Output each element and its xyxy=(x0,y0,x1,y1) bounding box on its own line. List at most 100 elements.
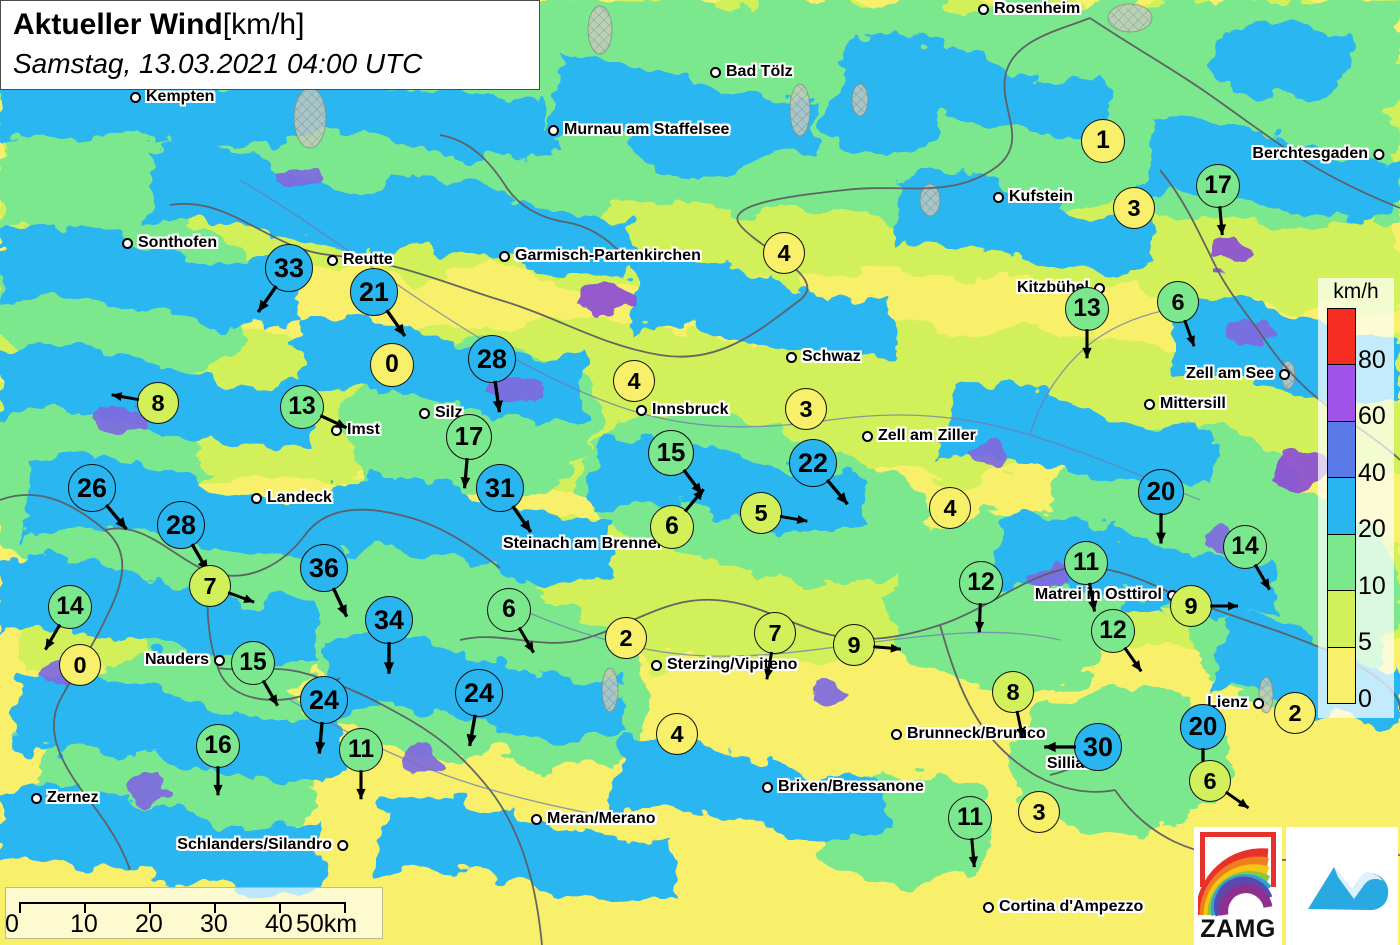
wind-station-marker[interactable]: 3 xyxy=(1018,791,1060,833)
wind-direction-arrow xyxy=(466,714,477,747)
city-name: Meran/Merano xyxy=(547,810,656,827)
wind-station-marker[interactable]: 28 xyxy=(157,501,210,573)
scale-tick-0 xyxy=(19,902,21,913)
wind-station-marker[interactable]: 15 xyxy=(648,430,704,496)
city-label: Schwaz xyxy=(786,348,861,366)
wind-station-marker[interactable]: 34 xyxy=(365,596,413,674)
wind-station-marker[interactable]: 36 xyxy=(300,544,349,618)
city-name: Matrei in Osttirol xyxy=(1034,586,1162,603)
wind-direction-arrow xyxy=(974,603,985,633)
wind-station-marker[interactable]: 6 xyxy=(650,488,705,549)
wind-speed-value: 7 xyxy=(189,565,231,607)
title-box: Aktueller Wind[km/h] Samstag, 13.03.2021… xyxy=(0,0,540,90)
wind-station-marker[interactable]: 4 xyxy=(763,232,805,274)
wind-station-marker[interactable]: 30 xyxy=(1044,723,1122,771)
wind-station-marker[interactable]: 4 xyxy=(656,713,698,755)
city-label: Sonthofen xyxy=(122,234,217,252)
city-label: Zernez xyxy=(31,789,99,807)
title-datetime: Samstag, 13.03.2021 04:00 UTC xyxy=(13,48,423,79)
city-name: Brixen/Bressanone xyxy=(778,778,924,795)
wind-station-marker[interactable]: 2 xyxy=(605,617,647,659)
wind-direction-arrow xyxy=(1044,741,1076,753)
wind-station-marker[interactable]: 26 xyxy=(68,464,128,531)
wind-speed-value: 7 xyxy=(754,612,796,654)
wind-station-marker[interactable]: 8 xyxy=(992,671,1034,739)
wind-station-marker[interactable]: 28 xyxy=(468,335,516,413)
city-marker-dot xyxy=(327,254,338,266)
wind-station-marker[interactable]: 4 xyxy=(613,360,655,402)
legend-unit-label: km/h xyxy=(1333,280,1379,303)
wind-station-marker[interactable]: 15 xyxy=(231,641,279,707)
wind-speed-value: 28 xyxy=(468,335,516,383)
wind-station-marker[interactable]: 33 xyxy=(256,244,313,314)
city-name: Kitzbühel xyxy=(1017,279,1089,296)
wind-direction-arrow xyxy=(1156,513,1166,544)
wind-direction-arrow xyxy=(1123,646,1143,673)
wind-station-marker[interactable]: 5 xyxy=(740,492,808,534)
scale-label-4: 40 xyxy=(265,910,293,938)
city-name: Steinach am Brenner xyxy=(502,535,664,552)
wind-direction-arrow xyxy=(1224,790,1250,810)
wind-direction-arrow xyxy=(873,643,901,653)
wind-station-marker[interactable]: 24 xyxy=(300,676,348,754)
wind-station-marker[interactable]: 6 xyxy=(1189,760,1250,810)
wind-station-marker[interactable]: 0 xyxy=(370,343,414,387)
wind-station-marker[interactable]: 4 xyxy=(929,487,971,529)
wind-speed-value: 20 xyxy=(1180,704,1226,750)
wind-station-marker[interactable]: 14 xyxy=(44,585,92,651)
wind-station-marker[interactable]: 12 xyxy=(959,561,1003,633)
city-label: Kempten xyxy=(130,88,214,106)
wind-station-marker[interactable]: 11 xyxy=(339,728,383,800)
wind-direction-arrow xyxy=(315,721,326,754)
wind-station-marker[interactable]: 11 xyxy=(948,796,992,868)
wind-station-marker[interactable]: 24 xyxy=(455,669,503,747)
wind-station-marker[interactable]: 6 xyxy=(1157,281,1199,347)
wind-speed-value: 3 xyxy=(1018,791,1060,833)
city-label: Brunneck/Brunico xyxy=(891,725,1046,743)
legend-tick-40: 40 xyxy=(1358,458,1386,487)
wind-direction-arrow xyxy=(356,770,366,800)
wind-direction-arrow xyxy=(104,503,128,531)
wind-direction-arrow xyxy=(779,514,808,524)
city-marker-dot xyxy=(891,728,902,740)
legend-band-10 xyxy=(1328,534,1355,592)
color-legend: km/h 80 60 40 20 10 5 0 xyxy=(1318,278,1394,718)
wind-station-marker[interactable]: 13 xyxy=(1065,287,1109,359)
city-marker-dot xyxy=(1144,398,1155,410)
wind-station-marker[interactable]: 17 xyxy=(1196,164,1240,236)
wind-station-marker[interactable]: 1 xyxy=(1081,119,1125,163)
wind-station-marker[interactable]: 3 xyxy=(1113,187,1155,229)
wind-station-marker[interactable]: 0 xyxy=(59,644,101,686)
wind-station-marker[interactable]: 20 xyxy=(1138,469,1184,544)
wind-station-marker[interactable]: 9 xyxy=(1170,585,1239,627)
wind-station-marker[interactable]: 22 xyxy=(789,439,849,506)
wind-station-marker[interactable]: 14 xyxy=(1223,525,1271,591)
wind-direction-arrow xyxy=(256,285,278,314)
wind-station-marker[interactable]: 12 xyxy=(1091,609,1143,673)
wind-station-marker[interactable]: 3 xyxy=(785,388,827,430)
wind-station-marker[interactable]: 9 xyxy=(833,624,901,666)
city-marker-dot xyxy=(786,351,797,363)
zamg-wordmark: ZAMG xyxy=(1200,915,1276,943)
wind-station-marker[interactable]: 20 xyxy=(1180,704,1226,779)
wind-station-marker[interactable]: 11 xyxy=(1064,541,1108,612)
wind-station-marker[interactable]: 7 xyxy=(189,565,255,607)
wind-station-marker[interactable]: 13 xyxy=(280,385,348,430)
wind-speed-value: 21 xyxy=(350,268,398,316)
wind-speed-value: 1 xyxy=(1081,119,1125,163)
wind-station-marker[interactable]: 7 xyxy=(754,612,796,680)
wind-station-marker[interactable]: 2 xyxy=(1274,692,1316,734)
wind-speed-value: 15 xyxy=(648,430,694,476)
wind-station-marker[interactable]: 16 xyxy=(196,724,240,796)
city-marker-dot xyxy=(548,124,559,136)
wind-speed-value: 4 xyxy=(656,713,698,755)
wind-station-marker[interactable]: 6 xyxy=(487,588,535,654)
city-label: Brixen/Bressanone xyxy=(762,778,924,796)
wind-station-marker[interactable]: 17 xyxy=(446,414,492,489)
geosphere-logo xyxy=(1286,827,1398,945)
wind-station-marker[interactable]: 8 xyxy=(111,382,179,424)
wind-speed-value: 34 xyxy=(365,596,413,644)
wind-station-marker[interactable]: 21 xyxy=(350,268,407,338)
wind-speed-value: 28 xyxy=(157,501,205,549)
wind-station-marker[interactable]: 31 xyxy=(476,464,533,534)
